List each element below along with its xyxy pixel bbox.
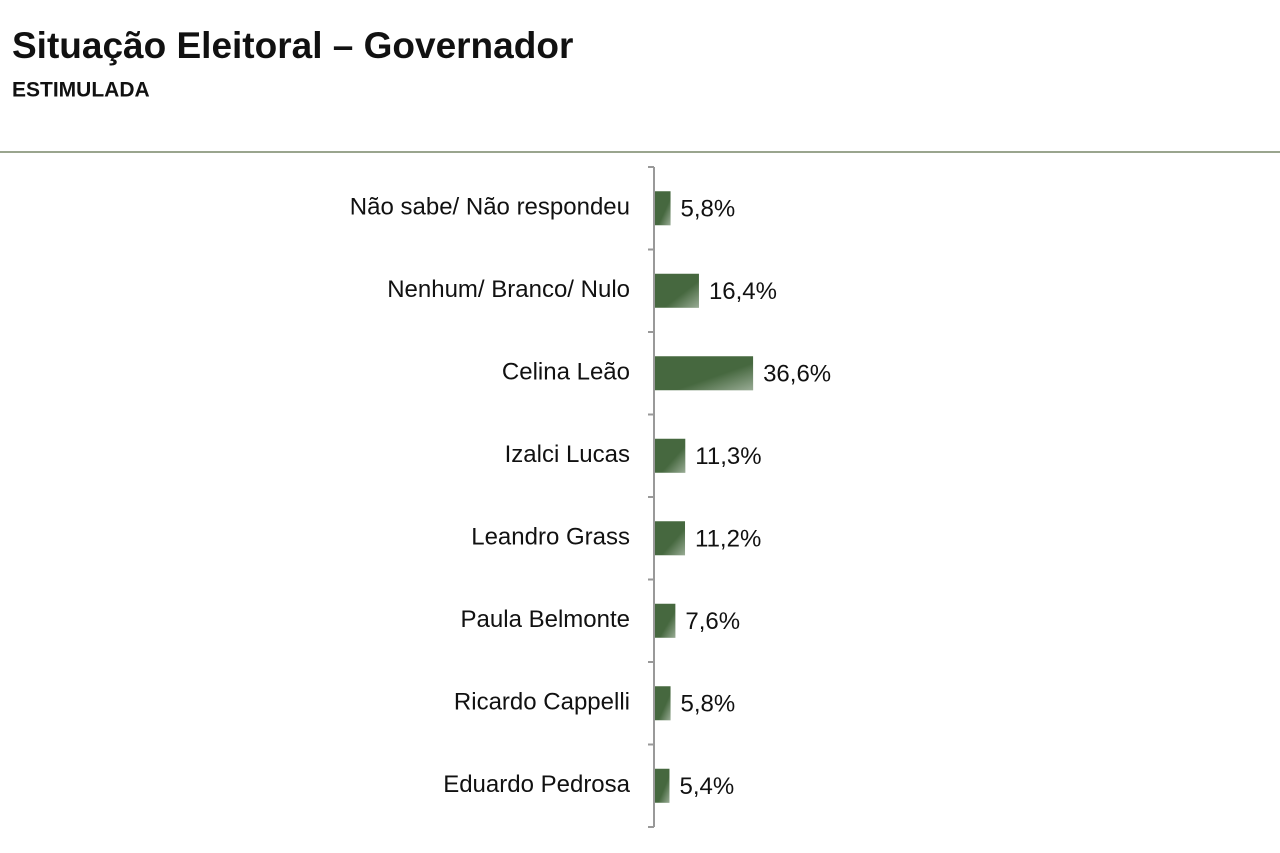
category-label: Nenhum/ Branco/ Nulo (387, 276, 630, 303)
bar-shine (655, 768, 670, 803)
bar-shine (655, 273, 699, 308)
chart-subtitle: ESTIMULADA (12, 79, 150, 102)
value-label: 11,2% (695, 526, 761, 553)
bar-shine (655, 603, 676, 638)
value-label: 36,6% (763, 361, 831, 388)
category-label: Paula Belmonte (461, 606, 630, 633)
value-label: 16,4% (709, 278, 777, 305)
bar-shine (655, 686, 671, 721)
category-label: Izalci Lucas (505, 441, 630, 468)
bar-shine (655, 191, 671, 226)
category-label: Ricardo Cappelli (454, 689, 630, 716)
category-label: Não sabe/ Não respondeu (350, 194, 630, 221)
value-label: 11,3% (695, 443, 761, 470)
category-label: Eduardo Pedrosa (443, 771, 630, 798)
bar-shine (655, 438, 686, 473)
chart-title: Situação Eleitoral – Governador (12, 25, 573, 66)
value-label: 5,8% (681, 691, 736, 718)
bar-shine (655, 356, 754, 391)
value-label: 5,4% (679, 773, 734, 800)
category-label: Leandro Grass (471, 524, 630, 551)
value-label: 5,8% (681, 196, 736, 223)
value-label: 7,6% (685, 608, 740, 635)
bar-shine (655, 521, 686, 556)
category-label: Celina Leão (502, 359, 630, 386)
